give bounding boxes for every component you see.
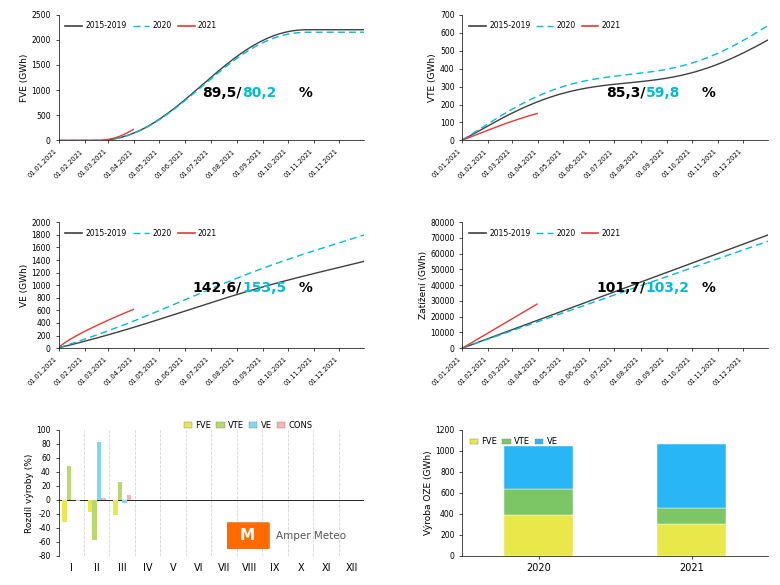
Text: %: %	[293, 85, 313, 99]
Bar	[505, 446, 573, 489]
Text: 101,7/: 101,7/	[597, 281, 646, 295]
Text: 59,8: 59,8	[646, 85, 680, 99]
Bar	[92, 500, 97, 540]
Legend: 2015-2019, 2020, 2021: 2015-2019, 2020, 2021	[466, 226, 624, 241]
Y-axis label: FVE (GWh): FVE (GWh)	[20, 53, 29, 102]
Bar	[66, 466, 71, 500]
Text: 142,6/: 142,6/	[193, 281, 242, 295]
Bar	[62, 500, 66, 522]
Text: 89,5/: 89,5/	[203, 85, 242, 99]
Y-axis label: VE (GWh): VE (GWh)	[20, 264, 29, 307]
Bar	[118, 481, 122, 500]
Text: 153,5: 153,5	[242, 281, 286, 295]
Bar	[127, 495, 131, 500]
Legend: FVE, VTE, VE: FVE, VTE, VE	[466, 434, 561, 450]
Legend: 2015-2019, 2020, 2021: 2015-2019, 2020, 2021	[62, 19, 220, 33]
Bar	[113, 500, 118, 515]
Text: %: %	[293, 281, 313, 295]
Legend: 2015-2019, 2020, 2021: 2015-2019, 2020, 2021	[466, 19, 624, 33]
Y-axis label: Rozdíl výroby (%): Rozdíl výroby (%)	[25, 453, 34, 532]
Text: 80,2: 80,2	[242, 85, 276, 99]
Text: %: %	[697, 281, 716, 295]
Bar	[87, 500, 92, 512]
Bar	[505, 515, 573, 556]
Text: 103,2: 103,2	[646, 281, 690, 295]
Bar	[658, 524, 726, 556]
Bar	[658, 444, 726, 508]
Legend: FVE, VTE, VE, CONS: FVE, VTE, VE, CONS	[180, 418, 316, 433]
Y-axis label: Zatížení (GWh): Zatížení (GWh)	[419, 251, 427, 319]
Bar	[76, 500, 80, 501]
Bar	[505, 489, 573, 515]
Legend: 2015-2019, 2020, 2021: 2015-2019, 2020, 2021	[62, 226, 220, 241]
Bar	[101, 498, 106, 500]
Bar	[122, 500, 127, 503]
Bar	[658, 508, 726, 524]
Y-axis label: VTE (GWh): VTE (GWh)	[428, 53, 438, 102]
Bar	[97, 442, 101, 500]
Text: %: %	[697, 85, 716, 99]
Text: 85,3/: 85,3/	[606, 85, 646, 99]
Y-axis label: Výroba OZE (GWh): Výroba OZE (GWh)	[424, 450, 433, 535]
